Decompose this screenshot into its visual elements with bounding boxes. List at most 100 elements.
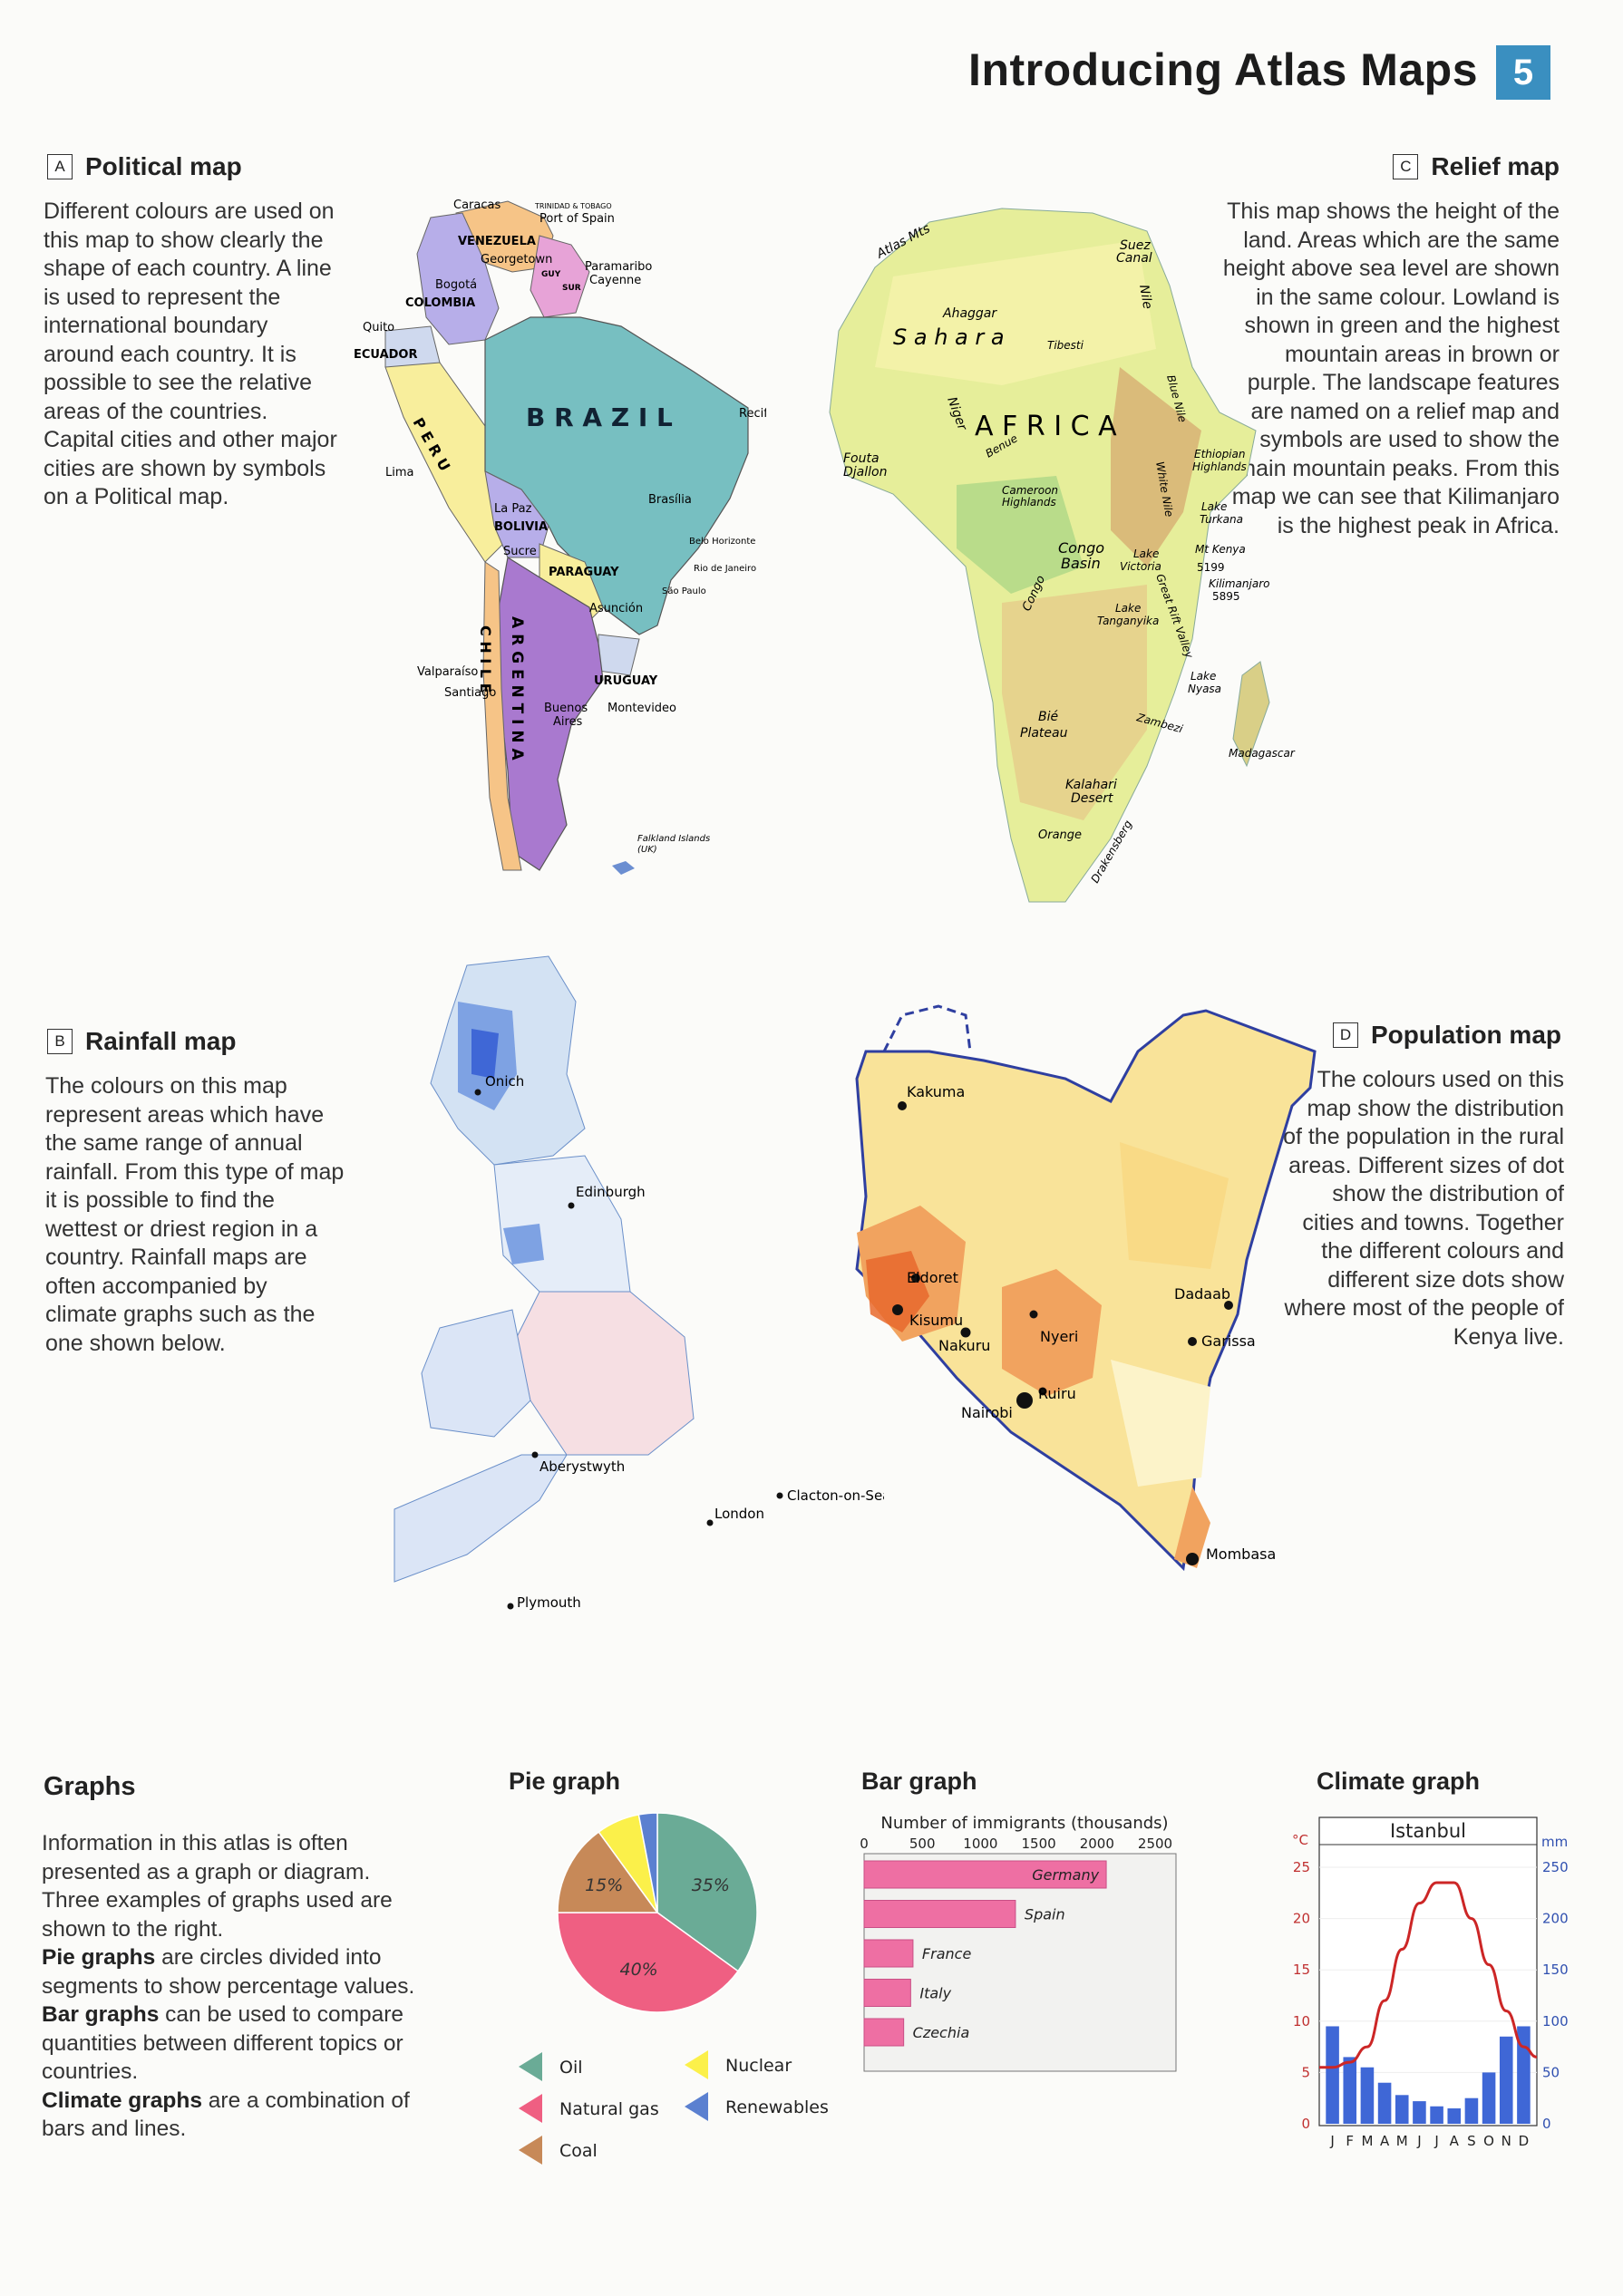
graphs-bar-desc: Bar graphs can be used to compare quanti…: [42, 2001, 423, 2087]
label-la-paz: La Paz: [494, 502, 532, 516]
label-lake-tg: Lake: [1115, 602, 1141, 615]
pie-legend-label-nuclear: Nuclear: [725, 2056, 792, 2076]
bar-tick-label: 1000: [963, 1836, 997, 1852]
label-canal: Canal: [1116, 251, 1152, 266]
rainfall-title: Rainfall map: [85, 1027, 237, 1055]
bar-label-spain: Spain: [1025, 1906, 1065, 1923]
label-port-of-spain: Port of Spain: [539, 212, 615, 226]
label-aberystwyth: Aberystwyth: [539, 1458, 625, 1475]
bar-tick-label: 2000: [1080, 1836, 1114, 1852]
climate-month-label: M: [1396, 2133, 1408, 2149]
pie-legend-swatch-coal: [519, 2136, 542, 2165]
label-congo: Congo: [1058, 539, 1104, 557]
relief-title: Relief map: [1431, 152, 1560, 180]
northeast-dry-area: [1120, 1142, 1229, 1269]
climate-rain-bar: [1464, 2097, 1479, 2124]
label-bie: Bié: [1038, 710, 1058, 724]
bar-france: [863, 1939, 914, 1968]
label-belo-horizonte: Belo Horizonte: [689, 537, 755, 547]
climate-month-label: J: [1416, 2133, 1421, 2149]
climate-rain-bar: [1482, 2072, 1496, 2124]
bar-xlabel: Number of immigrants (thousands): [880, 1814, 1168, 1833]
climate-month-label: S: [1467, 2133, 1476, 2149]
bar-italy: [863, 1979, 911, 2007]
climate-temperature-line: [1318, 1881, 1538, 2069]
label-clacton: Clacton-on-Sea: [787, 1487, 884, 1504]
climate-month-label: F: [1346, 2133, 1354, 2149]
bar-tick-label: 0: [860, 1836, 869, 1852]
page-title: Introducing Atlas Maps: [968, 44, 1478, 95]
term-climate: Climate graphs: [42, 2088, 202, 2113]
label-brazil: B R A Z I L: [526, 402, 673, 432]
climate-ticks: 0 0 5 50 10 100 15 150 20 200 25 250: [1293, 1859, 1569, 2132]
label-montevideo: Montevideo: [607, 702, 676, 715]
lake-district-wet-area: [503, 1224, 544, 1264]
climate-temp-tick: 0: [1301, 2116, 1310, 2132]
pie-legend-label-oil: Oil: [559, 2058, 583, 2078]
pie-slice-natural-gas: [557, 1912, 740, 2013]
label-ecuador: ECUADOR: [354, 348, 418, 362]
graphs-climate-desc: Climate graphs are a combination of bars…: [42, 2087, 423, 2144]
graphs-intro: Information in this atlas is often prese…: [42, 1831, 393, 1942]
pie-legend-label-renewables: Renewables: [725, 2097, 829, 2117]
climate-rain-tick: 0: [1542, 2116, 1551, 2132]
graphs-text: Information in this atlas is often prese…: [42, 1829, 423, 2144]
climate-temp-tick: 10: [1293, 2013, 1310, 2030]
southern-plateau-area: [1002, 585, 1147, 820]
southwest-area: [394, 1454, 568, 1583]
label-desert: Desert: [1071, 791, 1113, 806]
climate-bars: [1326, 2026, 1531, 2124]
label-fouta: Fouta: [843, 451, 880, 466]
label-edinburgh: Edinburgh: [576, 1184, 646, 1200]
pie-label-oil: 35%: [692, 1875, 730, 1895]
climate-month-label: A: [1450, 2133, 1460, 2149]
label-turkana: Turkana: [1200, 513, 1243, 526]
label-highlands: Highlands: [1192, 460, 1247, 473]
label-madagascar: Madagascar: [1229, 747, 1296, 760]
desc-pie: are circles divided into segments to sho…: [42, 1945, 415, 1999]
pie-slice-renewables: [637, 1812, 658, 1913]
political-map: Caracas TRINIDAD & TOBAGO Port of Spain …: [354, 199, 766, 875]
bar-graph-title: Bar graph: [861, 1768, 977, 1795]
label-kisumu: Kisumu: [909, 1312, 963, 1329]
political-text: Different colours are used on this map t…: [44, 199, 337, 509]
climate-rain-bar: [1517, 2026, 1531, 2124]
label-tt: TRINIDAD & TOBAGO: [534, 202, 612, 210]
rainfall-text: The colours on this map represent areas …: [45, 1073, 345, 1356]
label-lake-t: Lake: [1201, 500, 1227, 513]
label-asuncion: Asunción: [589, 602, 643, 615]
label-plateau: Plateau: [1020, 726, 1068, 741]
climate-rain-bar: [1395, 2095, 1409, 2124]
bar-label-germany: Germany: [1032, 1866, 1099, 1884]
term-bar: Bar graphs: [42, 2002, 160, 2027]
bar-czechia: [863, 2018, 905, 2047]
relief-heading: C Relief map: [1393, 152, 1560, 181]
desc-bar: can be used to compare quantities betwee…: [42, 2002, 404, 2084]
population-labels: Kakuma Eldoret Kisumu Nakuru Nyeri Ruiru…: [892, 1083, 1276, 1565]
graphs-pie-desc: Pie graphs are circles divided into segm…: [42, 1943, 423, 2001]
sahara-area: [875, 240, 1156, 385]
climate-rain-tick: 150: [1542, 1962, 1569, 1978]
climate-temp-tick: 20: [1293, 1911, 1310, 1927]
political-heading: A Political map: [47, 152, 242, 181]
bar-label-france: France: [922, 1945, 972, 1962]
population-heading: D Population map: [1333, 1021, 1561, 1050]
label-bolivia: BOLIVIA: [494, 520, 548, 534]
west-densest-area: [866, 1251, 929, 1332]
bar-label-czechia: Czechia: [913, 2024, 970, 2041]
label-plymouth: Plymouth: [517, 1594, 581, 1611]
climate-rain-bar: [1499, 2036, 1513, 2124]
bar-spain: [863, 1900, 1016, 1928]
pie-slice-coal: [557, 1830, 659, 1913]
label-colombia: COLOMBIA: [405, 296, 475, 310]
climate-graph-title: Climate graph: [1317, 1768, 1481, 1795]
climate-rain-tick: 100: [1542, 2013, 1569, 2030]
label-quito: Quito: [363, 321, 394, 334]
rainfall-map: Onich Edinburgh Aberystwyth Clacton-on-S…: [394, 955, 884, 1611]
eastern-highlands-area: [1111, 367, 1201, 567]
climate-rain-bar: [1343, 2057, 1357, 2124]
label-basin: Basin: [1061, 555, 1101, 572]
label-bogota: Bogotá: [435, 278, 477, 292]
label-uruguay: URUGUAY: [594, 674, 658, 688]
